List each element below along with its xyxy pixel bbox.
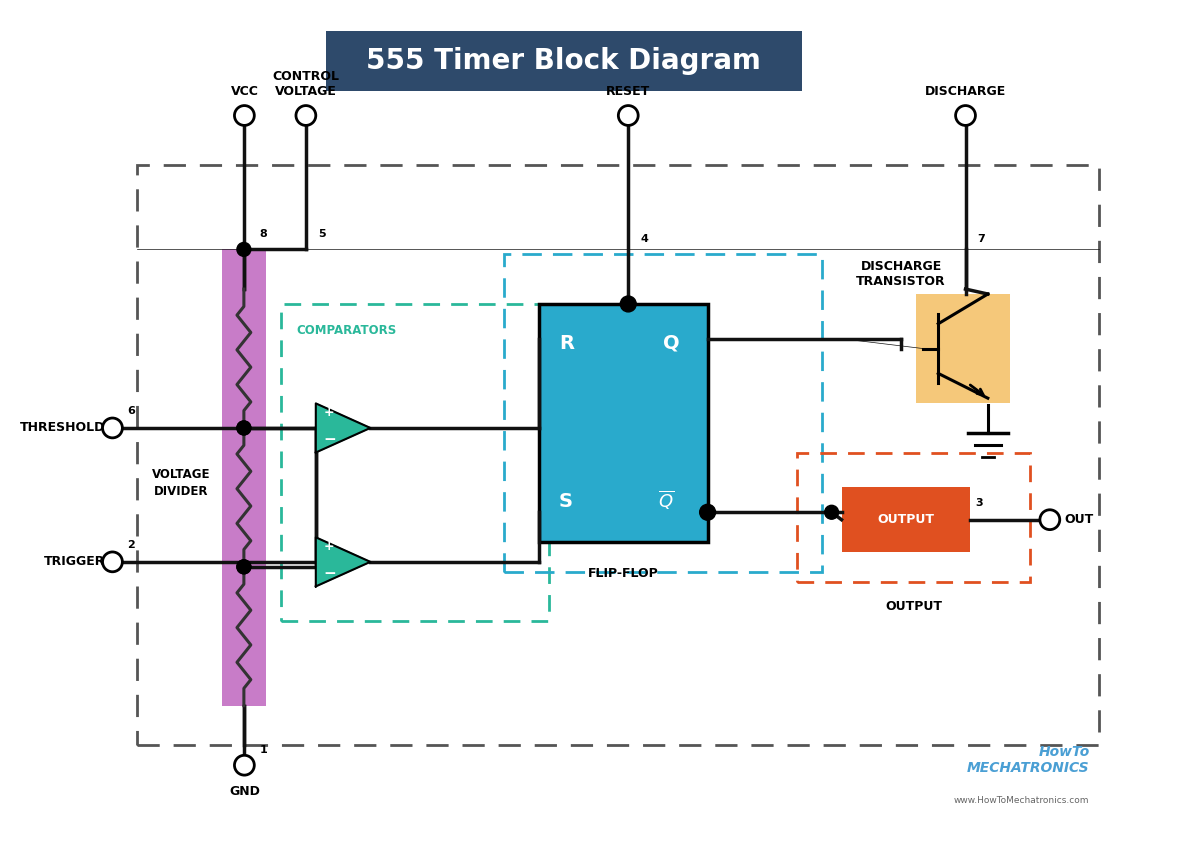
Text: 2: 2 xyxy=(127,540,136,550)
Text: FLIP-FLOP: FLIP-FLOP xyxy=(588,566,659,580)
Text: 8: 8 xyxy=(259,229,268,239)
Text: 1: 1 xyxy=(259,745,268,755)
Text: 7: 7 xyxy=(978,234,985,244)
Text: CONTROL
VOLTAGE: CONTROL VOLTAGE xyxy=(272,70,340,98)
Circle shape xyxy=(618,105,638,126)
Circle shape xyxy=(824,505,839,519)
Text: TRIGGER: TRIGGER xyxy=(44,556,106,568)
Text: 6: 6 xyxy=(127,406,136,416)
Circle shape xyxy=(236,421,251,435)
Circle shape xyxy=(620,296,636,312)
Circle shape xyxy=(236,560,251,574)
Circle shape xyxy=(234,105,254,126)
Text: 3: 3 xyxy=(976,498,983,507)
Circle shape xyxy=(234,755,254,775)
Circle shape xyxy=(236,243,251,256)
Circle shape xyxy=(102,418,122,438)
Text: GND: GND xyxy=(229,785,260,798)
FancyBboxPatch shape xyxy=(539,304,708,542)
Polygon shape xyxy=(316,537,371,587)
Text: www.HowToMechatronics.com: www.HowToMechatronics.com xyxy=(954,796,1090,805)
Text: S: S xyxy=(559,492,572,512)
Circle shape xyxy=(700,504,715,520)
Polygon shape xyxy=(316,404,371,453)
Text: DISCHARGE
TRANSISTOR: DISCHARGE TRANSISTOR xyxy=(857,260,946,288)
FancyBboxPatch shape xyxy=(222,250,266,706)
Text: DISCHARGE: DISCHARGE xyxy=(925,84,1006,98)
Circle shape xyxy=(102,552,122,572)
Text: R: R xyxy=(559,334,574,352)
Circle shape xyxy=(1040,510,1060,529)
Text: 555 Timer Block Diagram: 555 Timer Block Diagram xyxy=(366,47,761,75)
Text: +: + xyxy=(324,406,335,419)
Text: 5: 5 xyxy=(318,229,325,239)
FancyBboxPatch shape xyxy=(916,294,1010,403)
FancyBboxPatch shape xyxy=(325,31,802,91)
Text: VCC: VCC xyxy=(230,84,258,98)
Text: +: + xyxy=(324,540,335,553)
Circle shape xyxy=(236,421,251,435)
Text: COMPARATORS: COMPARATORS xyxy=(296,324,396,337)
Circle shape xyxy=(236,560,251,574)
Text: −: − xyxy=(324,566,336,581)
Text: OUT: OUT xyxy=(1064,513,1094,526)
Text: VOLTAGE
DIVIDER: VOLTAGE DIVIDER xyxy=(152,468,211,497)
Text: $\overline{Q}$: $\overline{Q}$ xyxy=(658,488,674,512)
Text: Q: Q xyxy=(662,334,679,352)
Circle shape xyxy=(296,105,316,126)
FancyBboxPatch shape xyxy=(841,487,971,552)
Text: HowTo
MECHATRONICS: HowTo MECHATRONICS xyxy=(967,745,1090,775)
Text: −: − xyxy=(324,432,336,447)
Text: OUTPUT: OUTPUT xyxy=(884,599,942,613)
Text: RESET: RESET xyxy=(606,84,650,98)
Text: THRESHOLD: THRESHOLD xyxy=(20,422,106,434)
Circle shape xyxy=(955,105,976,126)
Text: OUTPUT: OUTPUT xyxy=(877,513,935,526)
Text: 4: 4 xyxy=(640,234,648,244)
